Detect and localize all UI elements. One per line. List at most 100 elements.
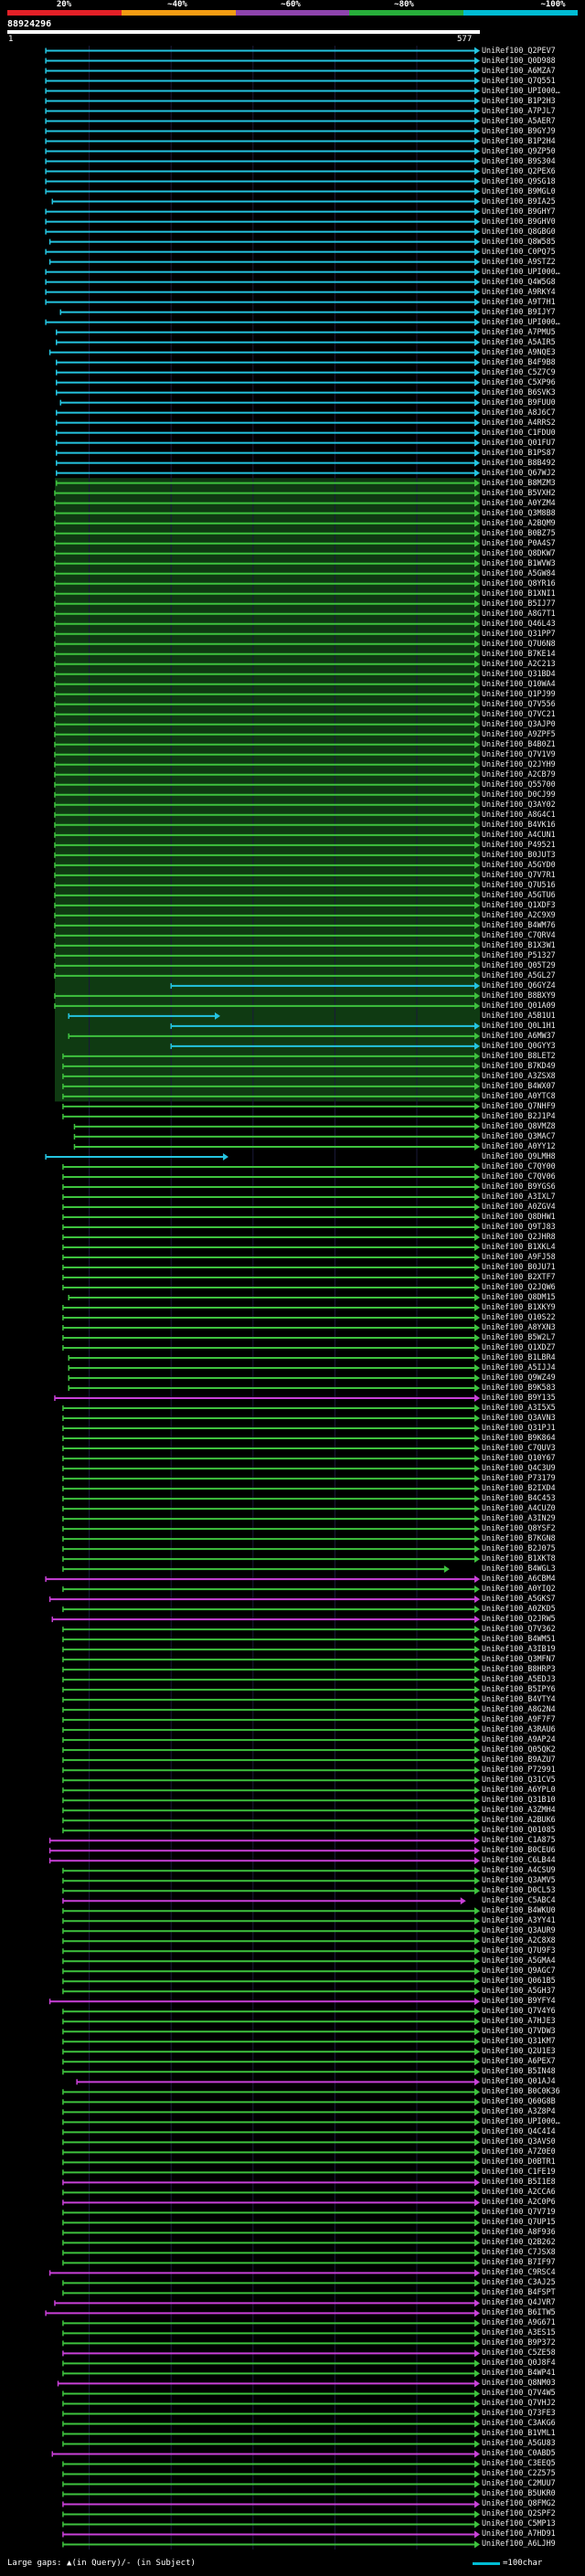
hit-row-4[interactable]	[45, 77, 480, 85]
hit-label[interactable]: UniRef100_A4RRS2	[482, 418, 556, 427]
hit-label[interactable]: UniRef100_A4CUZ0	[482, 1504, 556, 1513]
hit-row-97[interactable]	[68, 1012, 220, 1020]
hit-row-58[interactable]	[54, 620, 480, 628]
hit-label[interactable]: UniRef100_B0C0K36	[482, 2087, 560, 2096]
hit-row-233[interactable]	[57, 2380, 480, 2388]
hit-row-144[interactable]	[62, 1485, 480, 1493]
hit-row-41[interactable]	[56, 449, 480, 457]
hit-label[interactable]: UniRef100_Q4W5G8	[482, 277, 556, 286]
hit-label[interactable]: UniRef100_Q7Q551	[482, 76, 556, 85]
hit-label[interactable]: UniRef100_B0JU71	[482, 1262, 556, 1271]
hit-label[interactable]: UniRef100_Q05T29	[482, 960, 556, 970]
hit-label[interactable]: UniRef100_Q01FU7	[482, 438, 556, 447]
hit-row-115[interactable]	[62, 1193, 480, 1201]
hit-label[interactable]: UniRef100_Q8DKW7	[482, 548, 556, 557]
hit-row-162[interactable]	[62, 1666, 480, 1674]
hit-row-152[interactable]	[62, 1565, 450, 1574]
hit-row-12[interactable]	[45, 157, 480, 165]
hit-label[interactable]: UniRef100_A4CSU9	[482, 1866, 556, 1875]
hit-row-154[interactable]	[62, 1585, 480, 1594]
hit-row-19[interactable]	[45, 228, 480, 236]
hit-row-44[interactable]	[56, 479, 480, 487]
hit-row-157[interactable]	[51, 1616, 480, 1624]
hit-label[interactable]: UniRef100_Q31PP7	[482, 629, 556, 638]
hit-label[interactable]: UniRef100_C7QY00	[482, 1161, 556, 1171]
hit-label[interactable]: UniRef100_C7QV06	[482, 1171, 556, 1181]
hit-row-143[interactable]	[62, 1475, 480, 1483]
hit-label[interactable]: UniRef100_Q7VDW3	[482, 2027, 556, 2036]
hit-row-28[interactable]	[45, 318, 480, 326]
hit-row-106[interactable]	[62, 1102, 480, 1110]
hit-label[interactable]: UniRef100_A2BUK6	[482, 1816, 556, 1825]
hit-row-26[interactable]	[45, 298, 480, 306]
hit-label[interactable]: UniRef100_A2C0P6	[482, 2198, 556, 2207]
hit-label[interactable]: UniRef100_UPI000…	[482, 267, 560, 276]
hit-row-38[interactable]	[56, 419, 480, 427]
hit-label[interactable]: UniRef100_A4CUN1	[482, 830, 556, 839]
hit-row-178[interactable]	[62, 1827, 480, 1835]
hit-label[interactable]: UniRef100_Q9LMH8	[482, 1151, 556, 1161]
hit-row-8[interactable]	[45, 117, 480, 125]
hit-row-109[interactable]	[73, 1132, 480, 1140]
hit-label[interactable]: UniRef100_A3ZMH4	[482, 1806, 556, 1815]
hit-label[interactable]: UniRef100_B7KGN8	[482, 1534, 556, 1543]
hit-row-225[interactable]	[54, 2299, 480, 2307]
hit-row-221[interactable]	[62, 2259, 480, 2267]
hit-label[interactable]: UniRef100_C1FDU0	[482, 428, 556, 437]
hit-label[interactable]: UniRef100_Q55700	[482, 779, 556, 789]
hit-label[interactable]: UniRef100_Q7V362	[482, 1625, 556, 1634]
hit-row-134[interactable]	[68, 1384, 480, 1393]
hit-row-55[interactable]	[54, 589, 480, 598]
hit-row-229[interactable]	[62, 2339, 480, 2348]
hit-row-147[interactable]	[62, 1515, 480, 1523]
hit-row-146[interactable]	[62, 1505, 480, 1513]
hit-label[interactable]: UniRef100_P51327	[482, 950, 556, 959]
hit-label[interactable]: UniRef100_A9RKY4	[482, 287, 556, 296]
hit-row-70[interactable]	[54, 740, 480, 748]
hit-label[interactable]: UniRef100_Q10S22	[482, 1313, 556, 1321]
hit-row-46[interactable]	[54, 499, 480, 507]
hit-label[interactable]: UniRef100_A7Z0E0	[482, 2147, 556, 2157]
hit-row-56[interactable]	[54, 599, 480, 608]
hit-row-198[interactable]	[62, 2028, 480, 2036]
hit-row-20[interactable]	[48, 238, 480, 246]
hit-label[interactable]: UniRef100_B4WM51	[482, 1635, 556, 1644]
hit-label[interactable]: UniRef100_A0YZM4	[482, 498, 556, 507]
hit-row-121[interactable]	[62, 1253, 480, 1261]
hit-row-145[interactable]	[62, 1495, 480, 1503]
hit-label[interactable]: UniRef100_Q60G8B	[482, 2097, 556, 2106]
hit-row-13[interactable]	[45, 167, 480, 175]
hit-row-138[interactable]	[62, 1425, 480, 1433]
hit-row-74[interactable]	[54, 780, 480, 789]
hit-row-89[interactable]	[54, 931, 480, 939]
hit-row-3[interactable]	[45, 67, 480, 75]
hit-label[interactable]: UniRef100_Q2PEX6	[482, 166, 556, 175]
hit-row-227[interactable]	[62, 2319, 480, 2327]
hit-row-136[interactable]	[62, 1405, 480, 1413]
hit-row-248[interactable]	[62, 2530, 480, 2539]
hit-label[interactable]: UniRef100_C2MUU7	[482, 2479, 556, 2488]
hit-label[interactable]: UniRef100_A0YY12	[482, 1141, 556, 1150]
hit-row-117[interactable]	[62, 1213, 480, 1221]
hit-label[interactable]: UniRef100_Q7V556	[482, 699, 556, 708]
hit-label[interactable]: UniRef100_Q2B262	[482, 2238, 556, 2247]
hit-row-244[interactable]	[62, 2490, 480, 2498]
hit-label[interactable]: UniRef100_Q05QK2	[482, 1745, 556, 1754]
hit-row-220[interactable]	[62, 2249, 480, 2257]
hit-label[interactable]: UniRef100_UPI000…	[482, 317, 560, 326]
hit-row-111[interactable]	[45, 1152, 229, 1161]
hit-row-7[interactable]	[45, 107, 480, 115]
hit-row-153[interactable]	[45, 1575, 480, 1584]
hit-row-2[interactable]	[45, 57, 480, 65]
hit-row-77[interactable]	[54, 811, 480, 819]
hit-row-199[interactable]	[62, 2038, 480, 2046]
hit-row-107[interactable]	[62, 1112, 480, 1120]
hit-row-219[interactable]	[62, 2239, 480, 2247]
hit-row-168[interactable]	[62, 1726, 480, 1734]
hit-label[interactable]: UniRef100_B5VXH2	[482, 488, 556, 497]
hit-label[interactable]: UniRef100_Q9AGC7	[482, 1966, 556, 1976]
hit-label[interactable]: UniRef100_A2CB79	[482, 769, 556, 779]
hit-row-241[interactable]	[62, 2460, 480, 2468]
hit-label[interactable]: UniRef100_A0YIQ2	[482, 1585, 556, 1594]
hit-row-52[interactable]	[54, 559, 480, 567]
